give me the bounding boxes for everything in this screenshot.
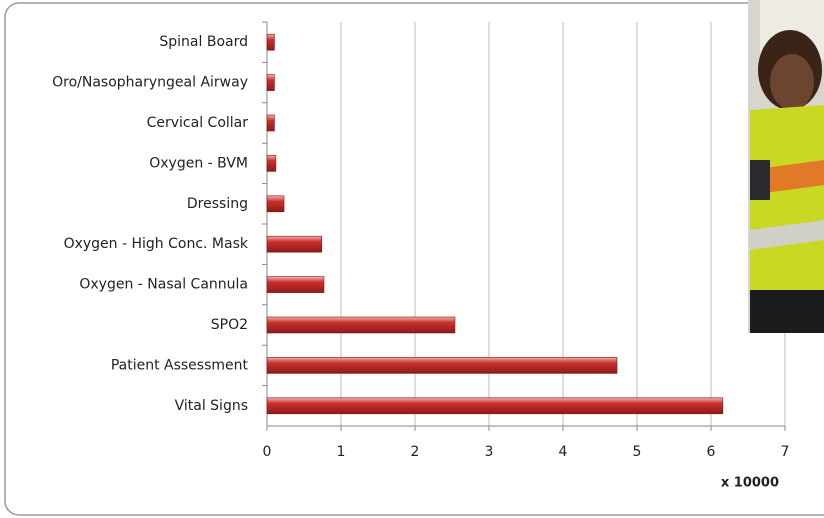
y-tick-label: Patient Assessment xyxy=(111,357,249,373)
y-tick-label: Spinal Board xyxy=(159,34,248,50)
bar xyxy=(266,33,275,51)
x-tick-label: 4 xyxy=(559,444,568,460)
bar xyxy=(266,235,323,253)
bar xyxy=(266,114,275,132)
y-tick-label: Oxygen - Nasal Cannula xyxy=(79,277,248,293)
x-tick-label: 7 xyxy=(781,444,790,460)
x-tick-label: 1 xyxy=(337,444,346,460)
bar xyxy=(266,357,618,374)
bar xyxy=(266,155,277,172)
bar xyxy=(266,276,325,293)
y-tick-label: SPO2 xyxy=(211,317,248,333)
bar xyxy=(266,397,724,415)
y-tick-label: Vital Signs xyxy=(175,398,248,414)
photo xyxy=(748,0,824,333)
y-tick-label: Oxygen - BVM xyxy=(149,155,248,171)
x-tick-label: 5 xyxy=(633,444,642,460)
y-tick-label: Cervical Collar xyxy=(147,115,249,131)
y-tick-label: Dressing xyxy=(187,196,248,212)
x-tick-label: 0 xyxy=(263,444,272,460)
x-tick-label: 3 xyxy=(485,444,494,460)
y-tick-label: Oxygen - High Conc. Mask xyxy=(64,236,249,252)
y-tick-label: Oro/Nasopharyngeal Airway xyxy=(52,75,248,91)
bar xyxy=(266,195,285,213)
x-tick-label: 2 xyxy=(411,444,420,460)
x-axis-label: x 10000 xyxy=(721,476,779,491)
bar xyxy=(266,316,456,334)
x-tick-label: 6 xyxy=(707,444,716,460)
bar xyxy=(266,74,275,91)
